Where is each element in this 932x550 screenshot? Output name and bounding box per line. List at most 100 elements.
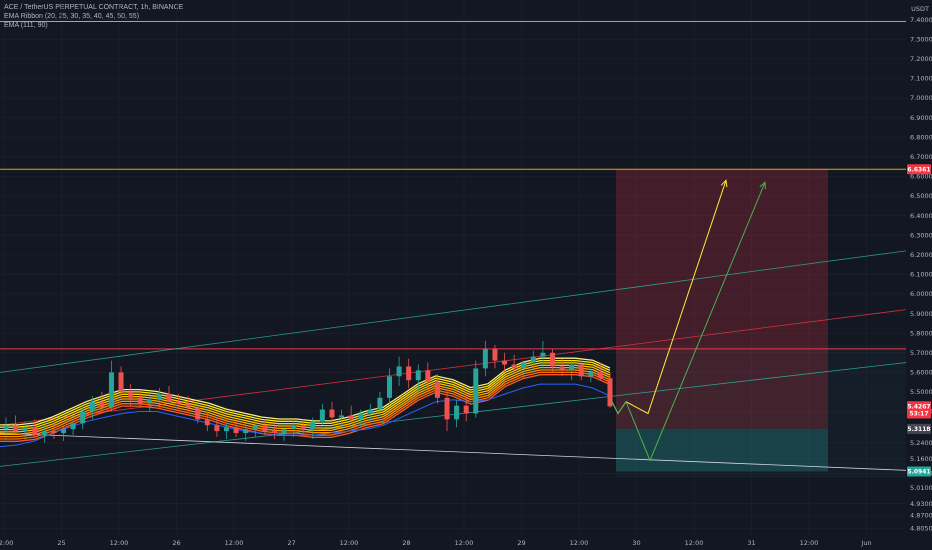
horizontal-levels[interactable] (0, 21, 906, 350)
candle-body (262, 425, 268, 432)
y-tick-label: 7.0000 (910, 94, 932, 102)
candlesticks (3, 340, 613, 443)
candle-body (118, 372, 124, 392)
candle-body (549, 352, 555, 367)
candle-body (70, 423, 76, 430)
candle-body (415, 370, 421, 381)
x-tick-label: 26 (172, 539, 180, 547)
price-tag (907, 408, 931, 419)
x-tick-label: 30 (632, 539, 640, 547)
candle-body (444, 397, 450, 420)
target-zone (616, 169, 828, 429)
candle-body (80, 411, 86, 424)
candle-body (569, 364, 575, 371)
candle-body (502, 360, 508, 365)
x-tick-label: 12:00 (0, 539, 13, 547)
y-tick-label: 5.5000 (910, 388, 932, 396)
channel-fill (616, 344, 906, 479)
candle-body (339, 415, 345, 418)
candle-body (243, 429, 249, 434)
y-tick-label: 5.1600 (910, 455, 932, 463)
candle-body (166, 393, 172, 402)
y-tick-label: 4.8700 (910, 512, 932, 520)
price-tag (907, 423, 931, 434)
candle-body (386, 376, 392, 398)
chart-legend: ACE / TetherUS PERPETUAL CONTRACT, 1h, B… (4, 3, 183, 30)
candle-body (425, 370, 431, 383)
y-tick-label: 6.3000 (910, 231, 932, 239)
price-tag-label: 5.3118 (907, 426, 930, 433)
x-tick-label: 12:00 (225, 539, 244, 547)
candle-body (559, 366, 565, 371)
y-tick-label: 7.4000 (910, 16, 932, 24)
x-tick-label: 12:00 (340, 539, 359, 547)
candle-body (61, 429, 67, 434)
candle-body (521, 362, 527, 369)
price-tag-label: 53:17 (909, 411, 928, 418)
candle-body (185, 403, 191, 408)
price-tag-label: 6.6361 (907, 166, 930, 173)
candle-body (540, 352, 546, 357)
candle-body (310, 421, 316, 430)
candle-body (195, 407, 201, 420)
candle-body (214, 425, 220, 432)
candle-body (291, 425, 297, 430)
candle-body (156, 393, 162, 400)
trend-channel[interactable] (0, 250, 907, 471)
candle-body (22, 427, 28, 432)
y-tick-label: 6.0000 (910, 290, 932, 298)
y-tick-label: 7.3000 (910, 35, 932, 43)
x-tick-label: Jun (860, 539, 871, 547)
legend-symbol[interactable]: ACE / TetherUS PERPETUAL CONTRACT, 1h, B… (4, 4, 184, 11)
legend-ema-ribbon[interactable]: EMA Ribbon (20, 25, 30, 35, 40, 45, 50, … (4, 13, 140, 20)
time-axis[interactable]: 12:00 25 12:00 26 12:00 27 12:00 28 12:00 29 12:00… (0, 535, 932, 550)
arrow-head (720, 179, 728, 188)
x-tick-label: 29 (517, 539, 525, 547)
projection-arrows[interactable] (611, 179, 766, 462)
time-axis-bg (0, 535, 932, 550)
candle-body (482, 348, 488, 369)
candle-body (128, 391, 134, 398)
candle-body (434, 382, 440, 398)
x-tick-label: 27 (287, 539, 295, 547)
y-tick-label: 5.2400 (910, 439, 932, 447)
candle-body (137, 397, 143, 404)
candle-body (588, 372, 594, 377)
ema-line (0, 383, 611, 448)
candle-body (233, 427, 239, 434)
y-tick-label: 4.8050 (910, 524, 932, 532)
y-tick-label: 5.6000 (910, 369, 932, 377)
candle-body (13, 425, 19, 432)
legend-ema[interactable]: EMA (111, 90) (4, 22, 48, 29)
y-tick-label: 6.6000 (910, 173, 932, 181)
candle-body (300, 425, 306, 430)
x-tick-label: 12:00 (685, 539, 704, 547)
stop-zone (616, 428, 828, 472)
price-tag-label: 5.4267 (907, 404, 930, 411)
y-tick-label: 5.8000 (910, 329, 932, 337)
candle-body (454, 405, 460, 420)
price-axis[interactable]: USDT 7.4000 7.3000 7.2000 7.1000 7.0000 6.900… (906, 0, 932, 550)
candle-body (204, 419, 210, 426)
y-tick-label: 6.2000 (910, 251, 932, 259)
candle-body (473, 368, 479, 414)
y-tick-label: 7.1000 (910, 75, 932, 83)
candle-body (271, 431, 277, 434)
candle-body (406, 366, 412, 381)
y-tick-label: 4.9300 (910, 500, 932, 508)
x-tick-label: 12:00 (455, 539, 474, 547)
candle-body (99, 401, 105, 408)
long-position-tool[interactable] (616, 169, 906, 479)
candle-body (147, 399, 153, 404)
candle-body (463, 405, 469, 414)
y-tick-label: 5.0100 (910, 484, 932, 492)
y-tick-label: 6.5000 (910, 192, 932, 200)
chart-grid (0, 0, 906, 535)
arrow-head (759, 181, 766, 190)
y-tick-label: 5.7000 (910, 349, 932, 357)
candle-body (348, 415, 354, 420)
candle-body (319, 409, 325, 422)
candle-body (89, 401, 95, 412)
currency-label: USDT (911, 5, 929, 13)
